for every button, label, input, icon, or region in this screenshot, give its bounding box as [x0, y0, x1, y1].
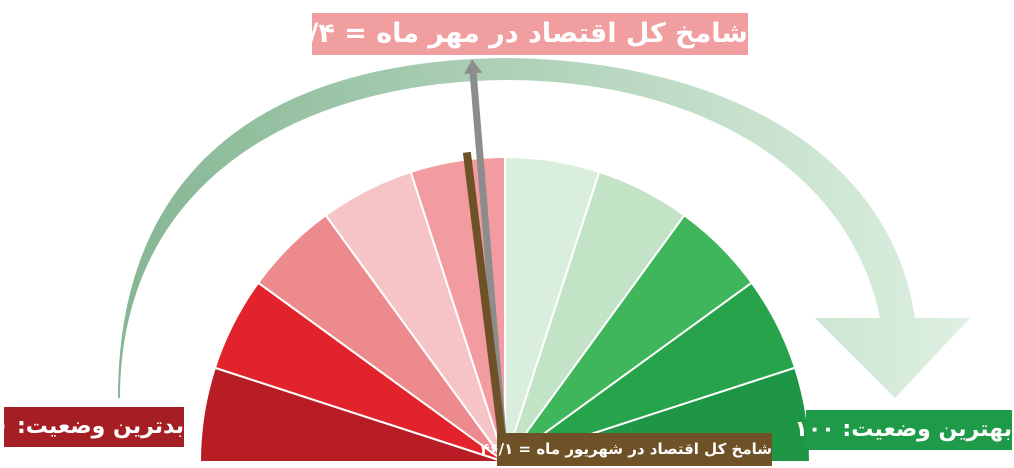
direction-arrow-arc — [118, 58, 970, 398]
best-state-label: بهترین وضعیت: ۱۰۰ — [794, 410, 1012, 450]
previous-index-label: شامخ کل اقتصاد در شهریور ماه = ۴۶/۱ — [480, 433, 772, 466]
current-needle-head — [464, 59, 483, 75]
worst-state-label: بدترین وضعیت: ۰ — [0, 407, 184, 447]
current-index-label: شامخ کل اقتصاد در مهر ماه = ۴۷/۴ — [276, 13, 748, 55]
previous-needle — [462, 151, 509, 463]
